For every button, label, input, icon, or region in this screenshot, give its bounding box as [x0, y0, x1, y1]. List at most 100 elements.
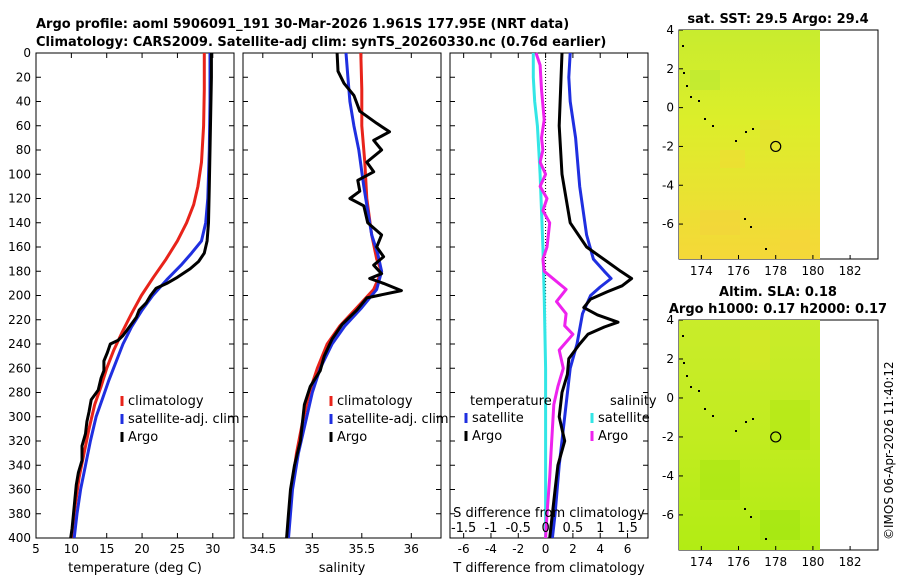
legend-label: satellite — [472, 411, 524, 426]
island-dot — [682, 45, 684, 47]
island-dot — [704, 408, 706, 410]
y-tick-label: 400 — [8, 531, 31, 545]
island-dot — [698, 390, 700, 392]
x-tick-label: 4 — [596, 542, 604, 556]
x-axis-label: temperature (deg C) — [68, 561, 202, 576]
header-line2: Climatology: CARS2009. Satellite-adj cli… — [36, 35, 606, 50]
y-tick-label: 300 — [8, 410, 31, 424]
plot-frame — [242, 52, 442, 539]
x-tick-label: 10 — [64, 542, 79, 556]
y-tick-label: 60 — [16, 119, 31, 133]
legend-label: Argo — [598, 429, 628, 444]
map-x-tick-label: 176 — [727, 264, 750, 278]
x-axis-label: T difference from climatology — [452, 561, 645, 576]
y-tick-label: 280 — [8, 386, 31, 400]
legend-label: satellite-adj. clim — [128, 412, 240, 427]
map-y-tick-label: -6 — [662, 217, 674, 231]
map-y-tick-label: 2 — [666, 352, 674, 366]
island-dot — [682, 335, 684, 337]
y-tick-label: 140 — [8, 216, 31, 230]
y-tick-label: 160 — [8, 240, 31, 254]
s-tick-label: -1 — [484, 521, 497, 536]
y-tick-label: 320 — [8, 434, 31, 448]
series-line-argo — [285, 52, 403, 539]
series-line-argo — [69, 53, 213, 539]
island-dot — [712, 125, 714, 127]
map-y-tick-label: 0 — [666, 391, 674, 405]
map-y-tick-label: 4 — [666, 313, 674, 327]
y-tick-label: 220 — [8, 313, 31, 327]
map-y-tick-label: -2 — [662, 139, 674, 153]
x-axis-label: salinity — [319, 561, 366, 576]
y-tick-label: 340 — [8, 458, 31, 472]
map-x-tick-label: 174 — [690, 555, 713, 569]
map-x-tick-label: 178 — [764, 264, 787, 278]
y-tick-label: 380 — [8, 507, 31, 521]
y-tick-label: 20 — [16, 70, 31, 84]
x-tick-label: 15 — [99, 542, 114, 556]
y-tick-label: 100 — [8, 167, 31, 181]
s-tick-label: 1 — [596, 521, 604, 536]
island-dot — [765, 538, 767, 540]
map-x-tick-label: 176 — [727, 555, 750, 569]
sst-map-panel: sat. SST: 29.5 Argo: 29.4 174 176 178 180 182… — [662, 12, 879, 278]
map-texture — [700, 460, 740, 500]
island-dot — [735, 140, 737, 142]
map-y-tick-label: 2 — [666, 62, 674, 76]
island-dot — [752, 128, 754, 130]
island-dot — [750, 516, 752, 518]
legend-title-salinity: salinity — [610, 394, 657, 409]
x-tick-label: -2 — [512, 542, 524, 556]
map-x-tick-label: 180 — [801, 264, 824, 278]
island-dot — [750, 226, 752, 228]
y-tick-label: 260 — [8, 361, 31, 375]
temperature-panel: 5 10 15 20 25 3002040608010012014016018020022… — [8, 46, 240, 576]
map-y-tick-label: 4 — [666, 23, 674, 37]
timestamp-label: ©IMOS 06-Apr-2026 11:40:12 — [882, 361, 896, 540]
island-dot — [698, 100, 700, 102]
y-tick-label: 80 — [16, 143, 31, 157]
map-texture — [690, 70, 720, 90]
island-dot — [752, 418, 754, 420]
map-x-tick-label: 182 — [839, 555, 862, 569]
map-y-tick-label: -6 — [662, 508, 674, 522]
x-tick-label: 5 — [32, 542, 40, 556]
island-dot — [690, 386, 692, 388]
island-dot — [686, 375, 688, 377]
x-tick-label: 35.5 — [348, 542, 375, 556]
x-tick-label: 6 — [624, 542, 632, 556]
island-dot — [704, 118, 706, 120]
y-tick-label: 240 — [8, 337, 31, 351]
island-dot — [745, 131, 747, 133]
map-x-tick-label: 180 — [801, 555, 824, 569]
island-dot — [744, 508, 746, 510]
x-tick-label: 34.5 — [249, 542, 276, 556]
s-tick-label: 1.5 — [617, 521, 638, 536]
map-x-tick-label: 182 — [839, 264, 862, 278]
sst-map-title: sat. SST: 29.5 Argo: 29.4 — [687, 12, 868, 27]
island-dot — [735, 430, 737, 432]
legend-label: Argo — [337, 430, 367, 445]
y-tick-label: 180 — [8, 264, 31, 278]
difference-panel: -6 -4 -2 0 2 4 6 T difference from climatology t… — [449, 52, 657, 576]
series-line-t-satellite — [550, 52, 613, 539]
x-tick-label: 35 — [305, 542, 320, 556]
s-axis-label: S difference from climatology — [453, 506, 645, 521]
map-y-tick-label: 0 — [666, 101, 674, 115]
island-dot — [745, 421, 747, 423]
island-dot — [683, 72, 685, 74]
argo-position-marker — [770, 140, 782, 153]
x-tick-label: 36 — [404, 542, 419, 556]
y-tick-label: 360 — [8, 483, 31, 497]
sla-map-title: Altim. SLA: 0.18 — [719, 285, 837, 300]
series-line-s-argo — [534, 52, 575, 539]
x-tick-label: -4 — [485, 542, 497, 556]
map-x-tick-label: 178 — [764, 555, 787, 569]
legend-label: Argo — [472, 429, 502, 444]
s-tick-label: 0 — [541, 521, 549, 536]
map-x-tick-label: 174 — [690, 264, 713, 278]
legend-label: satellite-adj. clim — [337, 412, 449, 427]
header-line1: Argo profile: aoml 5906091_191 30-Mar-20… — [36, 17, 569, 32]
series-line-climatology — [69, 53, 206, 539]
